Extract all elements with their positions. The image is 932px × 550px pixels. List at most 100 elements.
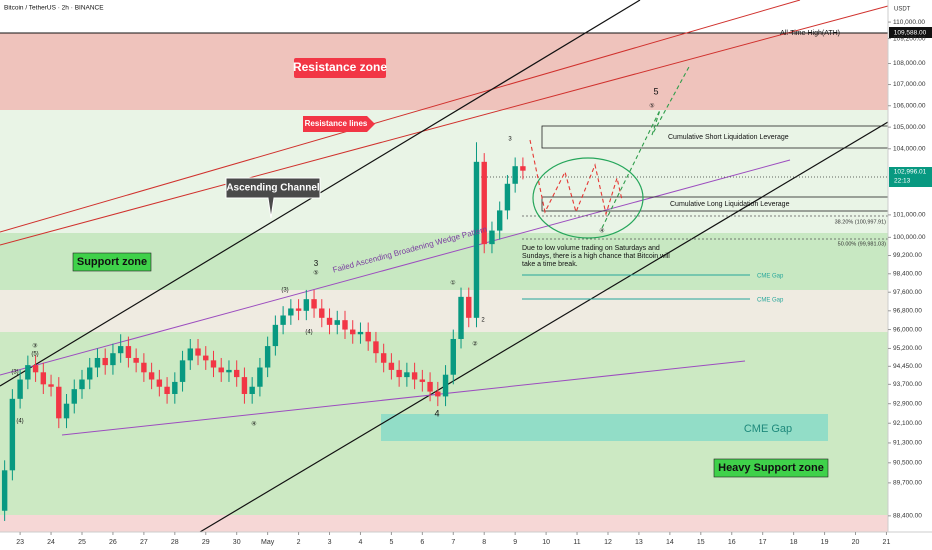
wave-label: (3) — [281, 288, 288, 294]
candle-body — [365, 331, 371, 342]
y-tick-label: 104,000.00 — [893, 145, 926, 152]
candle-body — [311, 299, 317, 309]
note: Due to low volume trading on Saturdays a… — [522, 245, 692, 269]
wave-label: 2 — [481, 318, 485, 324]
candle-body — [326, 317, 333, 325]
x-tick-label: 16 — [728, 539, 736, 546]
wave-label: 3 — [314, 259, 319, 268]
candle-body — [179, 360, 186, 382]
candle-body — [396, 369, 402, 378]
y-tick-label: 88,400.00 — [893, 513, 922, 520]
y-tick-label: 108,000.00 — [893, 60, 926, 67]
candle-body — [520, 166, 526, 171]
fib-label: 50.00% (99,981.03) — [838, 241, 886, 247]
y-tick-label: 110,000.00 — [893, 19, 925, 26]
wedge-line — [61, 360, 746, 436]
neutral-band — [0, 290, 888, 332]
ath-label: All-Time High(ATH) — [780, 30, 840, 37]
candle-body — [141, 362, 147, 373]
candle-body — [450, 338, 456, 375]
x-tick-label: 17 — [759, 539, 767, 546]
y-tick-label: 100,000.00 — [893, 234, 926, 241]
price-tag — [889, 27, 932, 38]
candle-body — [25, 365, 31, 380]
candle-body — [357, 331, 364, 335]
wave-label: 4 — [434, 408, 439, 418]
mid-band — [0, 110, 888, 233]
candle-body — [489, 230, 495, 245]
candle-body — [79, 379, 85, 390]
ath-price: 109,588.00 — [894, 30, 927, 37]
time-break-ellipse — [532, 157, 644, 239]
x-tick-label: May — [261, 539, 275, 546]
candle-body — [9, 398, 16, 471]
x-tick-label: 10 — [542, 539, 550, 546]
cme-gap-box — [381, 414, 828, 441]
candle-body — [102, 357, 108, 366]
x-tick-label: 7 — [451, 539, 455, 546]
resistance-zone-label: Resistance zone — [293, 60, 387, 74]
y-tick-label: 90,500.00 — [893, 460, 922, 467]
y-tick-label: 101,000.00 — [893, 212, 926, 219]
projection-path — [601, 64, 691, 229]
x-tick-label: 30 — [233, 539, 241, 546]
candle-body — [496, 210, 503, 231]
candle-body — [71, 389, 77, 404]
x-tick-label: 29 — [202, 539, 210, 546]
x-tick-label: 26 — [109, 539, 117, 546]
candle-body — [435, 391, 441, 397]
candle-body — [195, 348, 201, 356]
y-tick-label: 98,400.00 — [893, 270, 922, 277]
x-tick-label: 28 — [171, 539, 179, 546]
x-tick-label: 15 — [697, 539, 705, 546]
support-zone-label: Support zone — [77, 256, 147, 268]
candle-body — [94, 357, 101, 368]
y-tick-label: 97,600.00 — [893, 289, 922, 296]
y-tick-label: 106,000.00 — [893, 102, 926, 109]
x-tick-label: 23 — [16, 539, 24, 546]
y-tick-label: 89,700.00 — [893, 480, 922, 487]
candle-body — [411, 372, 418, 380]
cme-gap-label: CME Gap — [744, 423, 792, 435]
candle-body — [404, 372, 410, 378]
wave-label: (4) — [16, 419, 23, 425]
wave-label: ⑤ — [649, 103, 654, 110]
candle-body — [419, 379, 426, 382]
x-tick-label: 3 — [328, 539, 332, 546]
candle-body — [442, 374, 449, 397]
y-tick-label: 99,200.00 — [893, 252, 922, 259]
candle-body — [257, 367, 263, 387]
resistance-band — [0, 33, 888, 110]
label-box — [294, 58, 386, 78]
bg-top — [0, 0, 888, 33]
candle-body — [427, 381, 433, 392]
x-tick-label: 25 — [78, 539, 86, 546]
candle-body — [458, 296, 464, 339]
y-tick-label: 105,000.00 — [893, 124, 926, 131]
wave-label: 3 — [508, 137, 512, 143]
chart-title: Bitcoin / TetherUS · 2h · BINANCE — [4, 5, 104, 12]
y-tick-label: 92,900.00 — [893, 400, 922, 407]
last-price: 102,996.01 — [894, 169, 927, 176]
candle-body — [32, 365, 39, 373]
candle-body — [504, 183, 511, 211]
label-box — [303, 116, 375, 132]
projection-path — [529, 139, 623, 217]
candle-body — [117, 346, 124, 354]
wave-label: ① — [450, 280, 455, 287]
candle-body — [110, 353, 116, 366]
candle-body — [319, 308, 325, 318]
x-tick-label: 5 — [389, 539, 393, 546]
low-band — [0, 515, 888, 532]
candle-body — [156, 379, 163, 387]
candle-body — [272, 324, 279, 347]
y-tick-label: 96,000.00 — [893, 326, 922, 333]
label-box — [72, 252, 152, 272]
note-line: Sundays, there is a high chance that Bit… — [522, 253, 670, 260]
note-line: Due to low volume trading on Saturdays a… — [522, 245, 660, 252]
candle-body — [342, 320, 348, 330]
x-tick-label: 13 — [635, 539, 643, 546]
x-tick-label: 19 — [821, 539, 829, 546]
candle-body — [466, 296, 472, 318]
